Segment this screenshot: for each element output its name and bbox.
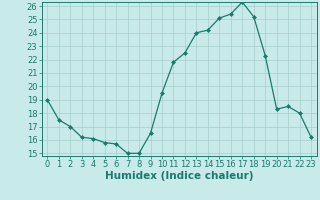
X-axis label: Humidex (Indice chaleur): Humidex (Indice chaleur)	[105, 171, 253, 181]
